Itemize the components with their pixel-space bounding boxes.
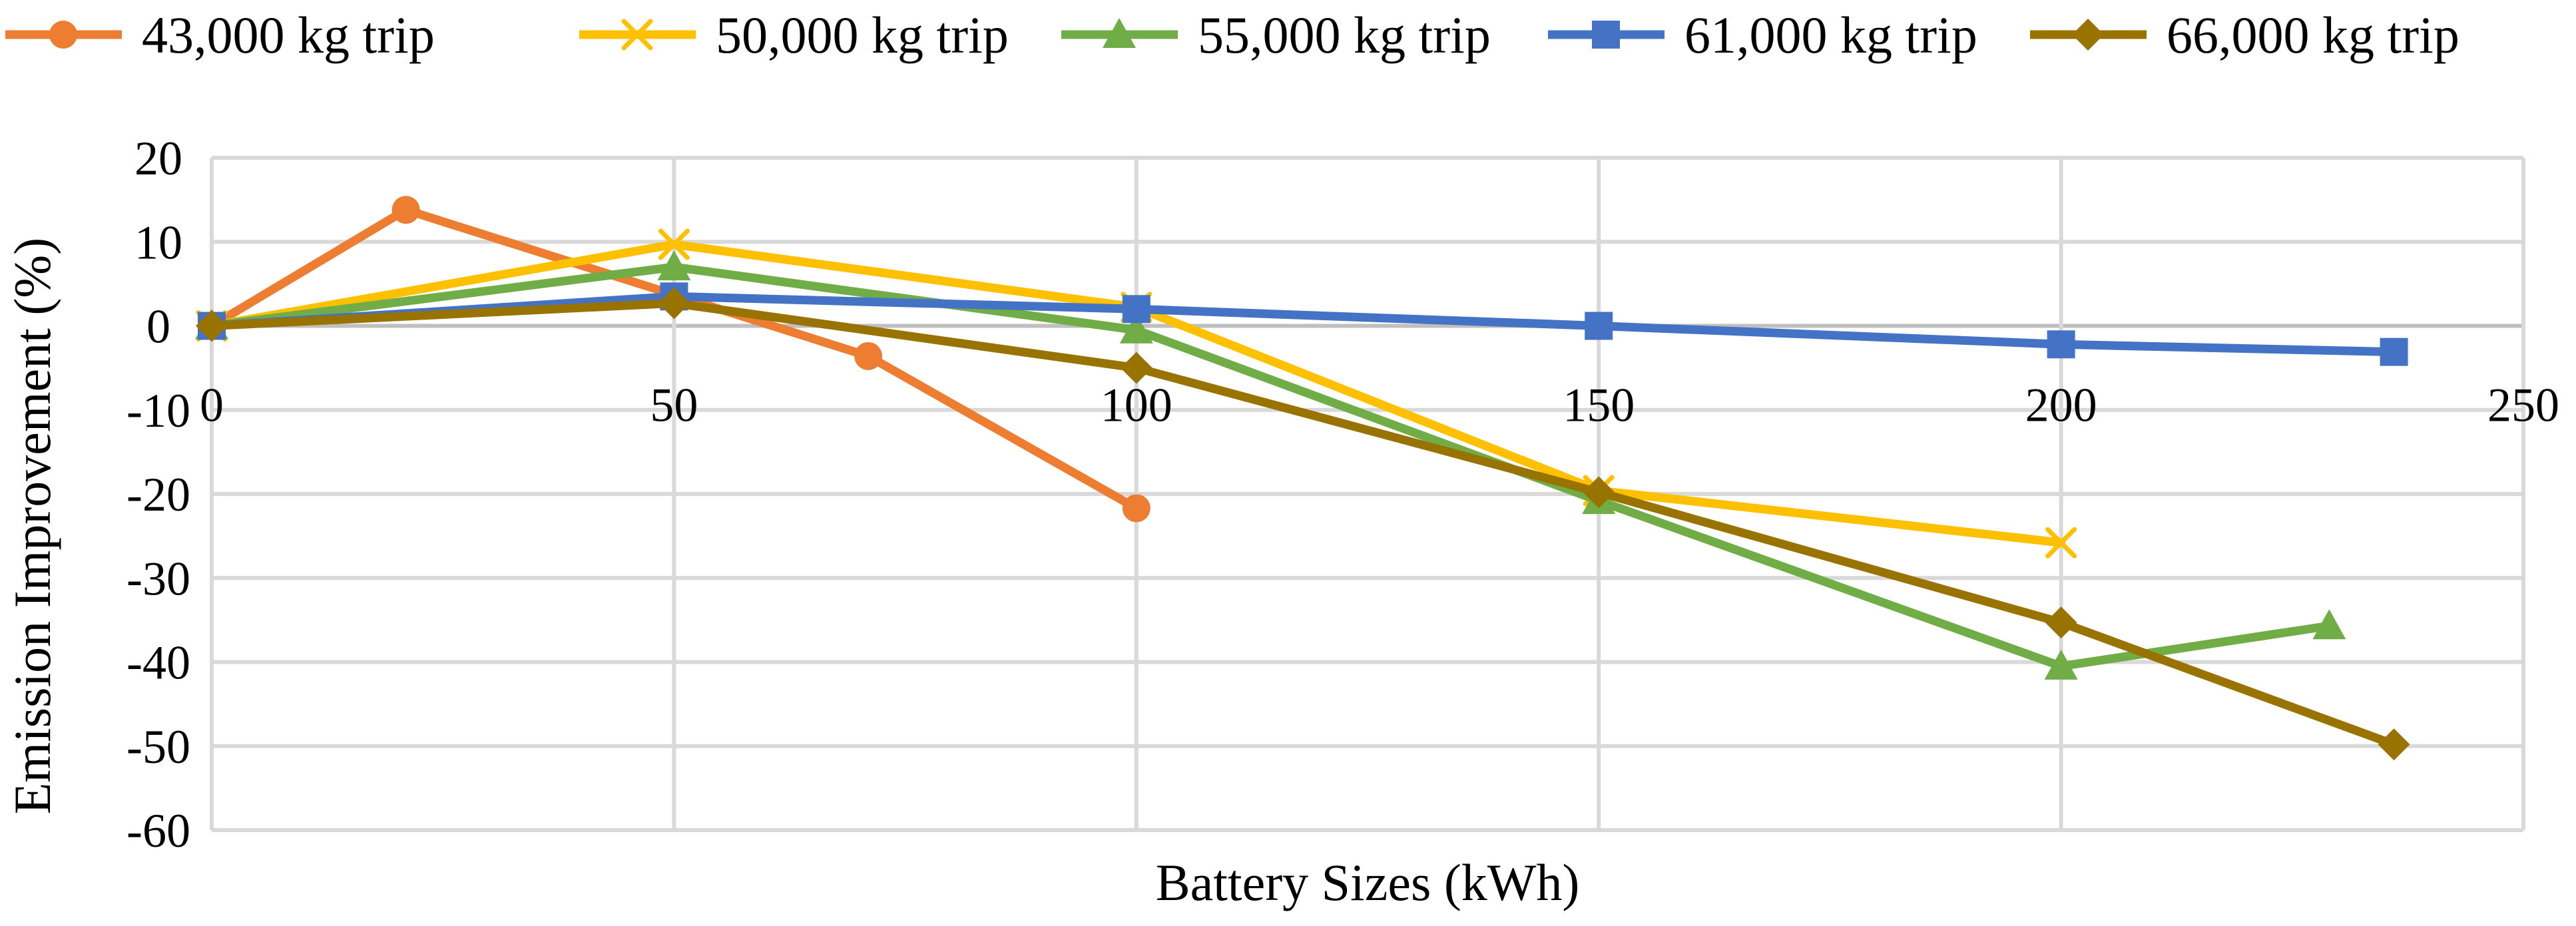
y-tick-label: -50 (127, 720, 190, 774)
y-tick-label: 0 (146, 300, 170, 353)
data-point (1583, 476, 1615, 509)
data-point (2378, 728, 2410, 761)
data-point (2380, 338, 2408, 366)
legend-label: 61,000 kg trip (1684, 6, 1977, 64)
data-point (658, 228, 690, 260)
legend-item: 43,000 kg trip (5, 6, 435, 64)
series-5 (196, 287, 2410, 761)
data-point (1120, 351, 1153, 384)
x-tick-label: 0 (200, 379, 224, 432)
data-point (391, 196, 420, 224)
data-point (196, 310, 228, 342)
legend-label: 55,000 kg trip (1198, 6, 1491, 64)
y-axis-ticks: 20 10 0 -10 -20 -30 -40 -50 -60 (127, 132, 190, 857)
legend-marker (621, 19, 653, 51)
data-point (658, 287, 690, 320)
y-tick-label: -60 (127, 804, 190, 857)
data-point (1585, 312, 1613, 340)
data-point (854, 342, 883, 370)
legend-item: 66,000 kg trip (2030, 6, 2459, 64)
legend-marker (1103, 18, 1136, 48)
series-line (207, 292, 2399, 357)
series-line (207, 262, 2334, 671)
y-tick-label: 20 (134, 132, 182, 185)
data-point (2047, 330, 2075, 359)
series-line (207, 298, 2399, 749)
legend: 43,000 kg trip 50,000 kg trip 55,000 kg tr… (5, 6, 2459, 64)
x-tick-label: 250 (2487, 379, 2559, 432)
x-tick-label: 100 (1101, 379, 1172, 432)
data-point (1122, 295, 1151, 324)
legend-label: 43,000 kg trip (142, 6, 435, 64)
series-line (207, 205, 1141, 513)
legend-label: 50,000 kg trip (716, 6, 1009, 64)
gridlines (210, 156, 2525, 832)
legend-marker (49, 21, 77, 49)
x-axis-ticks: 0 50 100 150 200 250 (200, 379, 2559, 432)
legend-label: 66,000 kg trip (2167, 6, 2459, 64)
data-point (657, 250, 691, 281)
y-tick-label: 10 (134, 216, 182, 269)
series-group (195, 196, 2410, 761)
data-point (2044, 649, 2078, 680)
y-tick-label: -10 (127, 384, 190, 437)
legend-item: 61,000 kg trip (1548, 6, 1977, 64)
y-tick-label: -40 (127, 636, 190, 690)
y-tick-label: -20 (127, 468, 190, 521)
y-tick-label: -30 (127, 552, 190, 605)
y-axis-title: Emission Improvement (%) (3, 238, 61, 815)
data-point (2045, 606, 2077, 639)
x-tick-label: 200 (2025, 379, 2097, 432)
x-axis-title: Battery Sizes (kWh) (1156, 853, 1580, 911)
data-point (1122, 494, 1151, 523)
x-tick-label: 50 (650, 379, 698, 432)
legend-marker (2072, 19, 2104, 51)
data-point (2312, 609, 2346, 640)
data-point (1119, 313, 1153, 344)
x-tick-label: 150 (1563, 379, 1635, 432)
series-1 (198, 196, 1151, 523)
legend-marker (1592, 21, 1620, 49)
legend-item: 55,000 kg trip (1061, 6, 1491, 64)
legend-item: 50,000 kg trip (579, 6, 1009, 64)
data-point (2045, 527, 2077, 559)
